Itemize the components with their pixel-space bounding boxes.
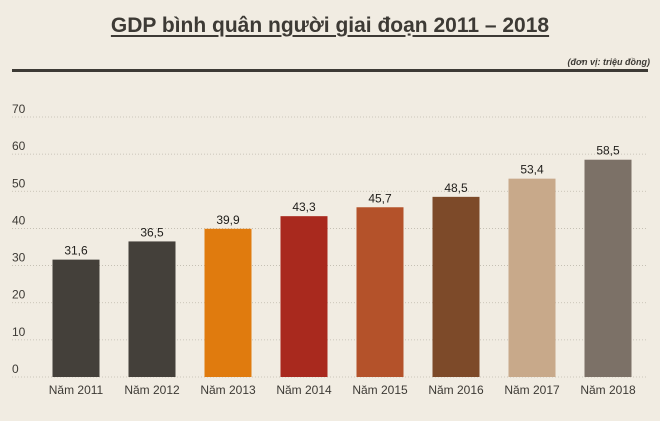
y-tick-label-0: 0 [12, 362, 19, 376]
data-label: 31,6 [64, 244, 88, 258]
y-tick-label-50: 50 [12, 176, 26, 190]
unit-note: (đơn vị: triệu đồng) [567, 57, 650, 67]
bar-năm-2018 [584, 159, 632, 377]
bar-năm-2013 [204, 228, 252, 377]
x-tick-label: Năm 2014 [276, 383, 332, 397]
bar-năm-2015 [356, 207, 404, 377]
x-tick-label: Năm 2013 [200, 383, 256, 397]
bar-năm-2016 [432, 196, 480, 377]
y-tick-label-10: 10 [12, 325, 26, 339]
bar-năm-2012 [128, 241, 176, 377]
y-tick-label-20: 20 [12, 288, 26, 302]
data-label: 53,4 [520, 163, 544, 177]
bar-năm-2014 [280, 216, 328, 377]
x-tick-label: Năm 2016 [428, 383, 484, 397]
chart-title: GDP bình quân người giai đoạn 2011 – 201… [110, 14, 550, 37]
data-label: 36,5 [140, 225, 164, 239]
x-tick-label: Năm 2018 [580, 383, 636, 397]
x-tick-label: Năm 2017 [504, 383, 560, 397]
data-label: 45,7 [368, 191, 392, 205]
y-tick-label-40: 40 [12, 213, 26, 227]
x-tick-label: Năm 2011 [49, 383, 104, 397]
y-tick-label-30: 30 [12, 251, 26, 265]
data-label: 43,3 [292, 200, 316, 214]
y-tick-label-70: 70 [12, 102, 26, 116]
x-tick-label: Năm 2012 [124, 383, 180, 397]
x-tick-label: Năm 2015 [352, 383, 408, 397]
data-label: 58,5 [596, 144, 620, 158]
data-label: 48,5 [444, 181, 468, 195]
bar-năm-2011 [52, 259, 100, 377]
bar-năm-2017 [508, 178, 556, 377]
y-tick-label-60: 60 [12, 139, 26, 153]
title-divider [12, 69, 648, 72]
data-label: 39,9 [216, 213, 240, 227]
